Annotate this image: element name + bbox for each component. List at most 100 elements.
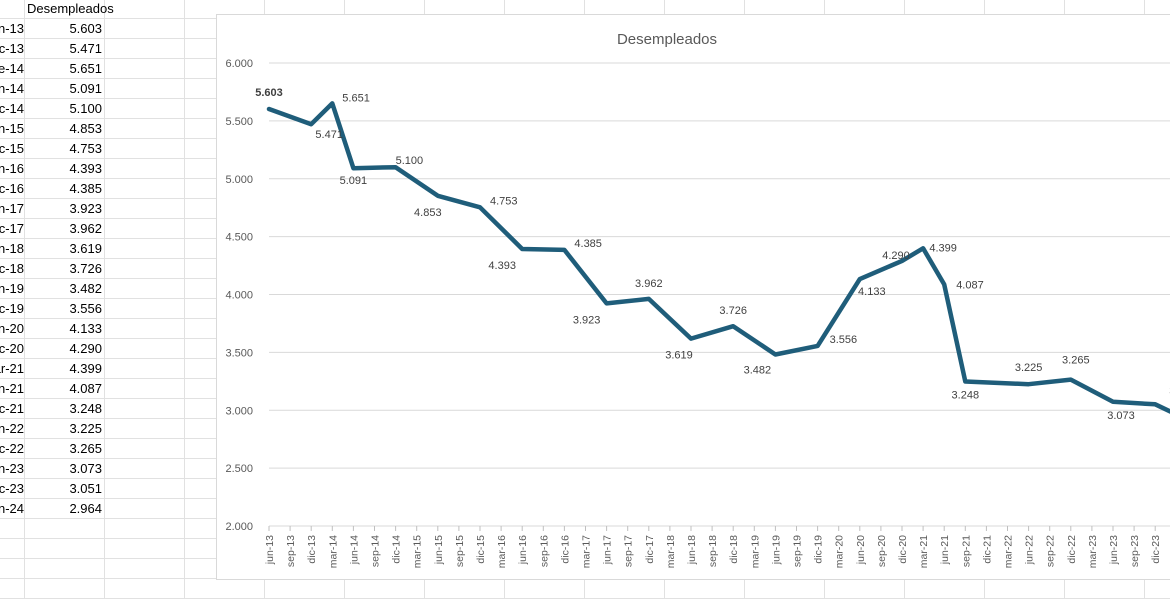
cell-period[interactable]: jun-21 (0, 381, 24, 396)
cell-value[interactable]: 3.726 (69, 261, 102, 276)
x-tick-label: sep-20 (876, 535, 888, 567)
cell-value[interactable]: 4.853 (69, 121, 102, 136)
data-label: 4.133 (858, 286, 886, 298)
data-label: 5.603 (255, 87, 283, 99)
cell-period[interactable]: dic-17 (0, 221, 24, 236)
cell-period[interactable]: jun-17 (0, 201, 24, 216)
cell-value[interactable]: 3.619 (69, 241, 102, 256)
x-tick-label: dic-14 (391, 535, 403, 564)
cell-period[interactable]: dic-15 (0, 141, 24, 156)
x-tick-label: jun-20 (855, 535, 867, 565)
y-tick-label: 5.500 (225, 116, 253, 128)
series-line (266, 101, 1170, 414)
cell-value[interactable]: 3.248 (69, 401, 102, 416)
cell-value[interactable]: 5.100 (69, 101, 102, 116)
x-tick-label: jun-13 (264, 535, 276, 565)
cell-period[interactable]: jun-24 (0, 501, 24, 516)
data-label: 3.248 (952, 390, 980, 402)
cell-value[interactable]: 3.962 (69, 221, 102, 236)
cell-period[interactable]: dic-16 (0, 181, 24, 196)
x-tick-label: dic-17 (644, 535, 656, 564)
cell-period[interactable]: dic-14 (0, 101, 24, 116)
data-label: 3.265 (1062, 355, 1090, 367)
x-tick-label: mar-15 (412, 535, 424, 568)
data-label: 3.923 (573, 314, 601, 326)
cell-period[interactable]: jun-16 (0, 161, 24, 176)
data-label: 5.091 (340, 175, 368, 187)
data-label: 3.556 (830, 334, 858, 346)
cell-value[interactable]: 4.290 (69, 341, 102, 356)
cell-period[interactable]: dic-18 (0, 261, 24, 276)
cell-value[interactable]: 4.393 (69, 161, 102, 176)
cell-period[interactable]: jun-13 (0, 21, 24, 36)
x-tick-label: jun-23 (1108, 535, 1120, 565)
data-label: 3.482 (744, 365, 772, 377)
cell-period[interactable]: jun-14 (0, 81, 24, 96)
x-tick-label: jun-17 (602, 535, 614, 565)
cell-value[interactable]: 3.482 (69, 281, 102, 296)
cell-period[interactable]: mar-21 (0, 361, 24, 376)
cell-period[interactable]: jun-18 (0, 241, 24, 256)
cell-value[interactable]: 4.087 (69, 381, 102, 396)
x-tick-label: mar-18 (665, 535, 677, 568)
x-tick-label: jun-16 (517, 535, 529, 565)
data-label: 3.073 (1107, 410, 1135, 422)
x-tick-label: sep-17 (623, 535, 635, 567)
cell-value[interactable]: 5.651 (69, 61, 102, 76)
x-tick-label: mar-23 (1087, 535, 1099, 568)
cell-period[interactable]: jun-19 (0, 281, 24, 296)
column-header-desempleados: Desempleados (27, 1, 114, 16)
y-tick-label: 4.500 (225, 232, 253, 244)
cell-value[interactable]: 3.073 (69, 461, 102, 476)
x-tick-label: sep-22 (1045, 535, 1057, 567)
cell-value[interactable]: 4.753 (69, 141, 102, 156)
cell-period[interactable]: jun-23 (0, 461, 24, 476)
x-tick-label: mar-19 (749, 535, 761, 568)
x-tick-label: dic-21 (981, 535, 993, 564)
cell-period[interactable]: jun-20 (0, 321, 24, 336)
cell-value[interactable]: 5.603 (69, 21, 102, 36)
cell-value[interactable]: 3.265 (69, 441, 102, 456)
data-label: 5.471 (315, 129, 343, 141)
cell-period[interactable]: dic-20 (0, 341, 24, 356)
cell-value[interactable]: 3.225 (69, 421, 102, 436)
cell-period[interactable]: jun-22 (0, 421, 24, 436)
y-tick-label: 2.500 (225, 463, 253, 475)
cell-value[interactable]: 4.133 (69, 321, 102, 336)
x-tick-label: jun-19 (770, 535, 782, 565)
x-tick-label: mar-14 (327, 535, 339, 568)
data-label: 3.726 (719, 305, 747, 317)
cell-value[interactable]: 5.091 (69, 81, 102, 96)
cell-period[interactable]: jun-15 (0, 121, 24, 136)
cell-value[interactable]: 3.556 (69, 301, 102, 316)
cell-value[interactable]: 5.471 (69, 41, 102, 56)
x-tick-label: mar-17 (581, 535, 593, 568)
x-tick-label: dic-15 (475, 535, 487, 564)
cell-period[interactable]: dic-13 (0, 41, 24, 56)
cell-period[interactable]: dic-23 (0, 481, 24, 496)
y-tick-label: 3.500 (225, 347, 253, 359)
cell-value[interactable]: 4.385 (69, 181, 102, 196)
y-tick-label: 2.000 (225, 521, 253, 533)
data-label: 4.087 (956, 279, 984, 291)
cell-value[interactable]: 2.964 (69, 501, 102, 516)
data-label: 3.619 (665, 350, 693, 362)
data-label: 4.399 (929, 242, 957, 254)
x-tick-label: sep-23 (1129, 535, 1141, 567)
y-tick-label: 3.000 (225, 405, 253, 417)
chart-panel[interactable]: Desempleados 2.000 2.500 3.000 3.500 4.000 4.5… (216, 14, 1170, 580)
data-label: 3.225 (1015, 362, 1043, 374)
cell-value[interactable]: 3.051 (69, 481, 102, 496)
cell-period[interactable]: dic-21 (0, 401, 24, 416)
x-tick-label: sep-19 (792, 535, 804, 567)
cell-value[interactable]: 4.399 (69, 361, 102, 376)
cell-period[interactable]: dic-19 (0, 301, 24, 316)
data-label: 4.853 (414, 207, 442, 219)
cell-value[interactable]: 3.923 (69, 201, 102, 216)
x-tick-label: sep-16 (538, 535, 550, 567)
x-tick-label: dic-13 (306, 535, 318, 564)
x-tick-label: dic-20 (897, 535, 909, 564)
x-tick-label: sep-13 (285, 535, 297, 567)
cell-period[interactable]: mare-14 (0, 61, 24, 76)
cell-period[interactable]: dic-22 (0, 441, 24, 456)
